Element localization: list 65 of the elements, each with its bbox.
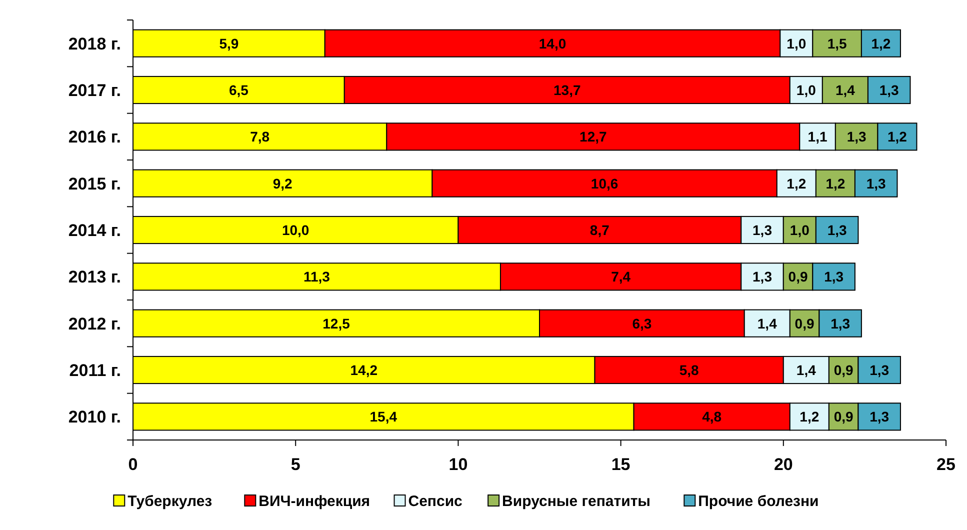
data-label: 0,9 bbox=[794, 315, 814, 332]
data-label: 15,4 bbox=[370, 408, 398, 425]
data-label: 7,8 bbox=[250, 128, 270, 145]
data-label: 1,0 bbox=[786, 35, 806, 52]
data-label: 1,3 bbox=[870, 362, 890, 378]
y-tick-label: 2010 г. bbox=[68, 408, 121, 427]
data-label: 5,9 bbox=[219, 35, 239, 52]
data-label: 0,9 bbox=[834, 362, 854, 378]
y-tick-label: 2015 г. bbox=[68, 174, 121, 194]
x-tick-label: 20 bbox=[774, 455, 793, 474]
data-label: 5,8 bbox=[679, 362, 700, 378]
data-label: 11,3 bbox=[303, 268, 330, 285]
data-label: 9,2 bbox=[272, 175, 293, 192]
y-tick-label: 2014 г. bbox=[68, 221, 121, 240]
x-tick-label: 15 bbox=[611, 455, 630, 474]
data-label: 1,4 bbox=[757, 315, 778, 332]
data-label: 10,0 bbox=[282, 222, 310, 238]
legend-label: Вирусные гепатиты bbox=[502, 493, 650, 510]
y-tick-label: 2018 г. bbox=[68, 34, 121, 54]
y-tick-label: 2017 г. bbox=[68, 81, 121, 100]
data-label: 1,0 bbox=[790, 222, 810, 238]
x-tick-label: 5 bbox=[290, 455, 300, 474]
data-label: 7,4 bbox=[611, 268, 631, 285]
data-label: 12,5 bbox=[322, 315, 350, 332]
data-label: 12,7 bbox=[580, 128, 607, 145]
data-label: 6,5 bbox=[228, 82, 249, 98]
data-label: 14,0 bbox=[538, 35, 566, 52]
legend-label: Сепсис bbox=[408, 493, 462, 510]
legend-label: Прочие болезни bbox=[698, 493, 819, 510]
x-tick-label: 10 bbox=[448, 455, 468, 474]
data-label: 0,9 bbox=[834, 408, 854, 425]
x-tick-label: 25 bbox=[936, 455, 956, 474]
data-label: 10,6 bbox=[590, 175, 618, 192]
legend-label: Туберкулез bbox=[128, 493, 212, 510]
y-tick-label: 2011 г. bbox=[69, 361, 121, 380]
y-tick-label: 2016 г. bbox=[68, 128, 121, 147]
data-label: 1,3 bbox=[824, 268, 844, 285]
data-label: 14,2 bbox=[350, 362, 378, 378]
y-tick-label: 2012 г. bbox=[68, 314, 121, 334]
data-label: 1,3 bbox=[752, 268, 772, 285]
x-tick-label: 0 bbox=[128, 455, 138, 474]
data-label: 0,9 bbox=[788, 268, 808, 285]
data-label: 1,1 bbox=[808, 128, 828, 145]
data-label: 1,3 bbox=[879, 82, 900, 98]
data-label: 1,0 bbox=[796, 82, 816, 98]
data-label: 1,3 bbox=[870, 408, 890, 425]
data-label: 1,5 bbox=[827, 35, 847, 52]
data-label: 1,4 bbox=[796, 362, 816, 378]
data-label: 1,3 bbox=[827, 222, 847, 238]
data-label: 1,2 bbox=[786, 175, 806, 192]
data-label: 1,4 bbox=[835, 82, 856, 98]
data-label: 6,3 bbox=[632, 315, 652, 332]
data-label: 1,2 bbox=[871, 35, 891, 52]
data-label: 4,8 bbox=[702, 408, 722, 425]
data-label: 8,7 bbox=[590, 222, 610, 238]
data-label: 1,2 bbox=[826, 175, 846, 192]
data-label: 1,3 bbox=[752, 222, 772, 238]
data-label: 13,7 bbox=[554, 82, 581, 98]
legend-label: ВИЧ-инфекция bbox=[258, 493, 370, 510]
y-tick-label: 2013 г. bbox=[68, 268, 121, 287]
data-label: 1,3 bbox=[830, 315, 850, 332]
data-label: 1,2 bbox=[800, 408, 820, 425]
data-label: 1,3 bbox=[846, 128, 867, 145]
data-label: 1,2 bbox=[887, 128, 908, 145]
data-label: 1,3 bbox=[866, 175, 886, 192]
